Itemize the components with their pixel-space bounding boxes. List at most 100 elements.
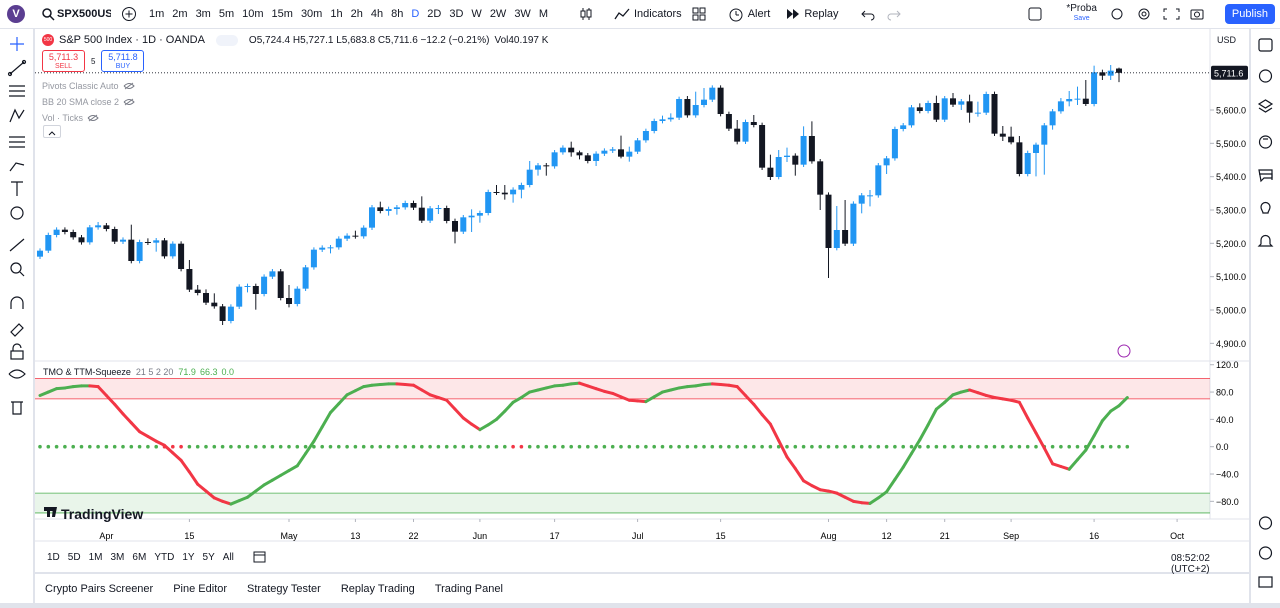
interval-button[interactable]: D [411,8,420,20]
candle-body [45,235,52,251]
bottom-tab[interactable]: Pine Editor [173,582,228,595]
squeeze-dot [801,444,806,449]
bottom-tab[interactable]: Replay Trading [340,582,415,595]
squeeze-dot [395,444,399,449]
redo-button[interactable] [887,7,901,21]
replay-button[interactable]: Replay [778,8,846,20]
candle-body [817,161,824,195]
undo-button[interactable] [860,7,875,21]
candle-body [476,213,483,216]
indicators-button[interactable]: Indicators [606,7,690,21]
range-button[interactable]: All [222,551,234,563]
interval-button[interactable]: 2W [489,8,507,20]
hidden-icon[interactable] [87,114,99,122]
indicators-icon [614,8,630,20]
squeeze-dot [1108,444,1113,449]
search-icon[interactable] [41,7,55,21]
candle-body [759,125,766,168]
tmo-segment [312,425,324,443]
squeeze-dot [511,444,515,449]
visibility-pill[interactable] [215,34,238,46]
drawing-tools[interactable] [0,29,33,429]
zone [35,493,1210,513]
osc-y-tick-label: −80.0 [1216,497,1239,507]
candle-body [725,114,732,129]
candle-body [717,87,724,114]
squeeze-dot [1075,444,1080,449]
squeeze-dot [1009,444,1013,449]
chart[interactable]: 4,900.0 5,000.0 5,100.0 5,200.0 5,300.0 5,400… [35,29,1249,572]
range-button[interactable]: 1M [88,551,103,563]
buy-button[interactable]: 5,711.8 BUY [101,50,145,72]
layout-toggle[interactable] [1028,7,1042,21]
avatar[interactable]: V [7,5,25,23]
spread: 5 [91,56,96,66]
interval-button[interactable]: 2D [427,8,442,20]
squeeze-dot [951,444,955,449]
interval-button[interactable]: 1h [330,8,343,20]
squeeze-dot [146,444,150,449]
interval-button[interactable]: M [538,8,548,20]
interval-button[interactable]: 8h [391,8,404,20]
interval-button[interactable]: 3W [514,8,531,20]
compare-button[interactable] [121,6,137,22]
interval-button[interactable]: 15m [271,8,293,20]
range-button[interactable]: 5D [67,551,81,563]
symbol[interactable]: SPX500US [57,8,111,20]
range-button[interactable]: 5Y [202,551,215,563]
candle-body [310,249,317,268]
candle-body [61,229,68,232]
currency-selector[interactable]: USD [1217,35,1237,45]
toolbar-icons[interactable] [1109,6,1219,22]
range-button[interactable]: 1D [47,551,60,563]
squeeze-dot [486,444,491,449]
bottom-tab[interactable]: Crypto Pairs Screener [45,582,154,595]
squeeze-dot [942,444,947,449]
candle-body [352,235,359,237]
interval-button[interactable]: 3m [195,8,211,20]
widget-icons[interactable] [1251,29,1280,603]
interval-button[interactable]: 30m [300,8,323,20]
range-button[interactable]: 6M [132,551,147,563]
goto-date[interactable] [238,550,268,564]
collapse-button[interactable] [43,125,61,138]
layout-name[interactable]: *Proba Save [1066,4,1097,24]
chart-type-button[interactable] [578,6,594,22]
range-button[interactable]: 3M [110,551,125,563]
squeeze-dot [1092,444,1096,449]
interval-button[interactable]: 3D [449,8,464,20]
interval-button[interactable]: 10m [242,8,264,20]
bottom-tab[interactable]: Strategy Tester [247,582,321,595]
candle-body [277,271,284,298]
y-tick-label: 5,300.0 [1216,206,1246,216]
candle-body [642,131,649,141]
range-button[interactable]: YTD [154,551,175,563]
candle-body [618,149,624,157]
bottom-tab[interactable]: Trading Panel [434,582,503,595]
candle-body [410,203,417,208]
squeeze-dot [245,444,250,449]
hidden-icon[interactable] [123,98,135,106]
hidden-icon[interactable] [123,82,135,90]
templates-button[interactable] [692,7,706,21]
interval-button[interactable]: 1m [149,8,165,20]
candle-body [883,158,890,166]
squeeze-dot [328,444,333,449]
publish-button[interactable]: Publish [1224,4,1275,24]
candle-body [227,306,234,321]
interval-button[interactable]: 2h [350,8,363,20]
tmo-segment [154,439,166,447]
tmo-segment [744,393,756,406]
interval-button[interactable]: W [471,8,482,20]
candle-body [402,203,409,208]
squeeze-dot [718,444,723,449]
chart-area: 4,900.0 5,000.0 5,100.0 5,200.0 5,300.0 5,400… [35,29,1249,575]
interval-button[interactable]: 2m [172,8,188,20]
range-button[interactable]: 1Y [182,551,195,563]
interval-button[interactable]: 5m [218,8,235,20]
interval-button[interactable]: 4h [370,8,384,20]
sell-button[interactable]: 5,711.3 SELL [42,50,85,72]
alert-button[interactable]: Alert [720,6,779,22]
candle-body [1066,99,1073,102]
oscillator-legend: TMO & TTM-Squeeze 21 5 2 20 71.9 66.3 0.0 [43,367,234,377]
